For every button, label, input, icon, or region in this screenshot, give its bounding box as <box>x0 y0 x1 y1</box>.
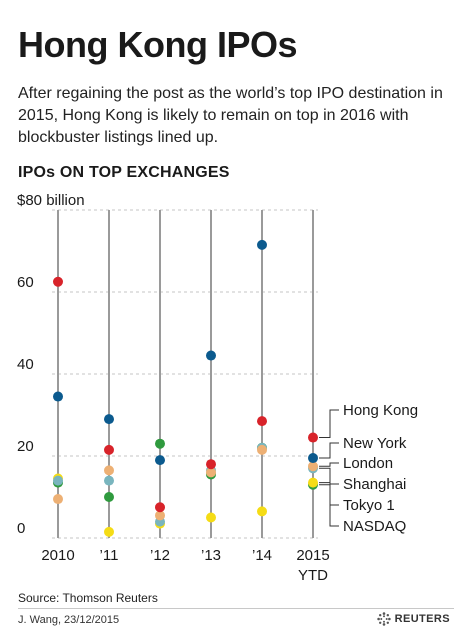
data-point <box>53 494 63 505</box>
data-point <box>104 465 114 476</box>
y-tick-label: 60 <box>17 274 34 291</box>
data-point <box>308 453 318 464</box>
data-point <box>104 414 114 425</box>
y-tick-label: 20 <box>17 438 34 455</box>
data-point <box>206 512 216 523</box>
data-point <box>104 475 114 486</box>
reuters-logo: REUTERS <box>376 612 450 626</box>
x-tick-label: ’12 <box>150 547 170 564</box>
reuters-logo-text: REUTERS <box>394 613 450 625</box>
data-point <box>206 467 216 478</box>
legend-leader-line <box>319 442 339 459</box>
chart-section-label: IPOs ON TOP EXCHANGES <box>18 164 230 181</box>
data-point <box>53 475 63 486</box>
data-point <box>155 502 165 513</box>
legend-leader-line <box>319 409 339 439</box>
x-tick-label: ’11 <box>100 547 119 564</box>
legend-leader-line <box>319 482 339 506</box>
legend-leader-line <box>319 484 339 527</box>
data-point <box>104 444 114 455</box>
data-point <box>155 510 165 521</box>
data-point <box>206 459 216 470</box>
footer-divider <box>18 608 454 609</box>
data-point <box>308 461 318 472</box>
legend-label: London <box>343 455 393 472</box>
source-note: Source: Thomson Reuters <box>18 591 158 605</box>
data-point <box>104 492 114 502</box>
data-point <box>53 276 63 287</box>
credit-note: J. Wang, 23/12/2015 <box>18 614 120 626</box>
page-title: Hong Kong IPOs <box>18 24 297 65</box>
data-point <box>155 438 165 449</box>
data-point <box>257 444 267 455</box>
data-point <box>257 239 267 250</box>
data-point <box>308 432 318 443</box>
legend-label: Hong Kong <box>343 402 418 419</box>
axis-layer: 0 20 40 60 $80 billion 2010 ’11 ’12 ’13 ’14 2015 YT… <box>17 192 330 584</box>
y-unit-label: $80 billion <box>17 192 85 209</box>
page-subtitle: After regaining the post as the world’s … <box>18 85 443 146</box>
x-tick-label: 2015 <box>296 547 329 564</box>
x-tick-sublabel: YTD <box>298 567 328 584</box>
y-tick-label: 0 <box>17 520 25 537</box>
y-tick-label: 40 <box>17 356 34 373</box>
dots-layer <box>53 239 318 537</box>
data-point <box>206 350 216 361</box>
data-point <box>104 526 114 537</box>
reuters-dots-icon <box>376 612 391 626</box>
x-tick-label: ’13 <box>201 547 221 564</box>
legend-label: NASDAQ <box>343 518 406 535</box>
data-point <box>53 391 63 402</box>
legend-label: Tokyo 1 <box>343 497 395 514</box>
grid-layer <box>52 209 318 539</box>
data-point <box>155 455 165 466</box>
x-tick-label: ’14 <box>252 547 272 564</box>
x-tick-label: 2010 <box>41 547 74 564</box>
data-point <box>308 477 318 488</box>
legend-label: Shanghai <box>343 476 406 493</box>
legend-leader-line <box>319 467 339 485</box>
legend-layer: Hong Kong New York London Shanghai Tokyo 1 NA… <box>319 402 418 535</box>
data-point <box>257 506 267 517</box>
data-point <box>257 416 267 427</box>
legend-label: New York <box>343 435 407 452</box>
legend-leader-line <box>319 462 339 467</box>
ipo-chart: 0 20 40 60 $80 billion 2010 ’11 ’12 ’13 ’14 2015 YT… <box>17 192 418 584</box>
